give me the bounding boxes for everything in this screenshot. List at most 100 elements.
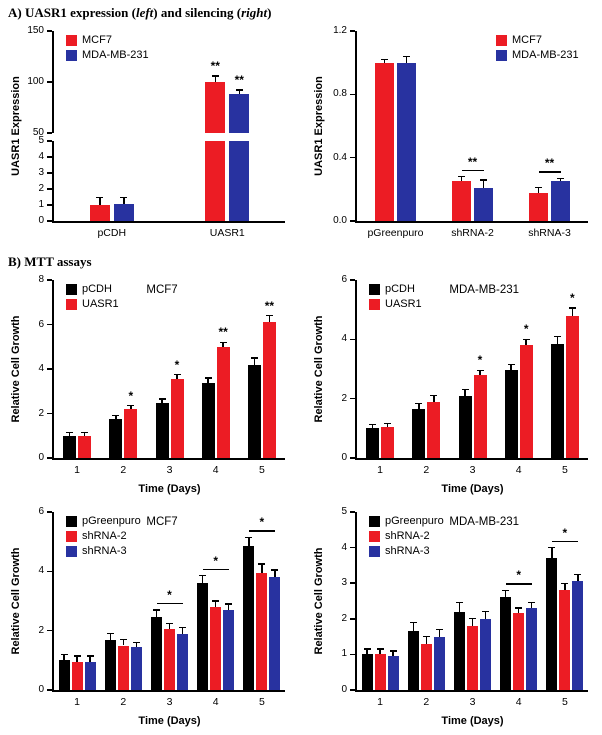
bar <box>375 62 394 221</box>
error-bar-cap <box>363 648 371 650</box>
x-category-label: 4 <box>212 696 219 708</box>
error-bar-cap <box>389 650 397 652</box>
significance-bracket <box>156 602 183 605</box>
y-tick-label: 8 <box>38 274 44 285</box>
y-tick-label: 4 <box>38 565 44 577</box>
error-bar <box>122 639 125 646</box>
y-tick <box>47 188 52 190</box>
legend-label: MCF7 <box>512 34 542 46</box>
error-bar-cap <box>415 403 423 405</box>
chart-mtt-mdamb231-silencing: 0 1 2 3 4 5 Relative Cell Growth 1 2 3 4 5 Time (Day… <box>309 504 598 730</box>
error-bar <box>412 622 415 632</box>
error-bar-cap <box>179 627 186 629</box>
y-tick <box>350 457 355 459</box>
error-bar <box>482 179 485 188</box>
error-bar <box>371 424 374 429</box>
y-tick-label: 5 <box>341 506 347 517</box>
error-bar-cap <box>219 341 227 343</box>
y-tick-label: 6 <box>38 506 44 517</box>
error-bar-cap <box>173 373 181 376</box>
error-bar-cap <box>515 607 523 609</box>
error-bar <box>530 602 533 609</box>
error-bar <box>564 583 566 591</box>
error-bar <box>201 575 204 584</box>
error-bar <box>207 377 209 384</box>
y-tick-label: 6 <box>341 274 347 285</box>
error-bar <box>161 399 163 404</box>
bar <box>374 654 386 690</box>
error-bar-cap <box>369 424 377 426</box>
error-bar <box>214 75 216 82</box>
error-bar <box>123 197 125 205</box>
error-bar <box>571 308 574 316</box>
x-category-label: 5 <box>258 696 265 708</box>
panel-a-text-end: ) <box>267 5 272 20</box>
significance-star: * <box>562 525 568 540</box>
x-category-label: shRNA-3 <box>528 227 571 239</box>
error-bar <box>386 423 389 427</box>
x-axis-line <box>52 690 285 692</box>
y-tick-label: 0 <box>341 684 347 695</box>
error-bar-cap <box>557 177 564 179</box>
legend-label: pCDH <box>82 283 112 295</box>
error-bar <box>227 603 230 610</box>
error-bar-cap <box>158 398 166 400</box>
x-category-label: shRNA-2 <box>451 227 494 239</box>
y-tick-label: 5 <box>38 135 44 146</box>
bar <box>407 631 419 690</box>
error-bar <box>510 364 512 371</box>
error-bar-cap <box>120 197 128 199</box>
significance-star: * <box>516 568 522 583</box>
error-bar-cap <box>553 335 561 338</box>
bar <box>205 82 226 133</box>
y-tick-label: 6 <box>38 318 44 330</box>
significance-star: ** <box>467 154 478 169</box>
x-axis-line <box>355 458 588 460</box>
y-tick <box>47 570 52 573</box>
error-bar <box>551 547 553 559</box>
error-bar <box>484 611 487 619</box>
legend-swatch <box>496 50 507 61</box>
bar <box>71 661 83 690</box>
error-bar-cap <box>376 648 384 650</box>
error-bar <box>556 336 559 344</box>
error-bar-cap <box>456 602 463 604</box>
x-category-label: 5 <box>561 464 568 476</box>
error-bar-cap <box>132 641 140 644</box>
error-bar <box>418 403 420 410</box>
x-category-label: 5 <box>561 696 568 708</box>
y-tick <box>350 582 355 584</box>
chart-mtt-mcf7-silencing: 0 2 4 6 Relative Cell Growth 1 2 3 4 5 Time (Days)… <box>6 504 295 730</box>
x-axis-title: Time (Days) <box>441 483 504 495</box>
legend-swatch <box>66 516 77 527</box>
error-bar-cap <box>265 314 273 317</box>
x-category-label: 3 <box>166 696 173 708</box>
error-bar <box>130 405 132 410</box>
x-axis-line <box>355 690 588 692</box>
error-bar-cap <box>235 89 243 91</box>
significance-star: * <box>570 291 575 306</box>
error-bar <box>405 56 408 63</box>
significance-star: ** <box>544 156 555 171</box>
significance-star: * <box>213 553 219 568</box>
error-bar <box>471 618 474 626</box>
bar <box>78 435 92 458</box>
bar <box>151 617 162 690</box>
legend-swatch <box>66 35 77 46</box>
error-bar-cap <box>435 628 443 631</box>
y-tick-label: 1.2 <box>333 25 347 36</box>
legend-swatch <box>66 546 77 557</box>
significance-star: * <box>174 357 180 372</box>
legend-swatch <box>369 284 380 295</box>
y-tick-label: 150 <box>27 25 44 36</box>
bar <box>474 187 493 221</box>
error-bar <box>425 636 428 644</box>
error-bar-cap <box>482 610 489 613</box>
bar <box>256 572 268 690</box>
bar <box>113 204 134 221</box>
significance-star: * <box>477 353 483 368</box>
y-tick-label: 3 <box>38 167 44 178</box>
bar <box>104 639 116 690</box>
legend-swatch <box>496 35 507 46</box>
legend-label: shRNA-3 <box>82 545 127 557</box>
